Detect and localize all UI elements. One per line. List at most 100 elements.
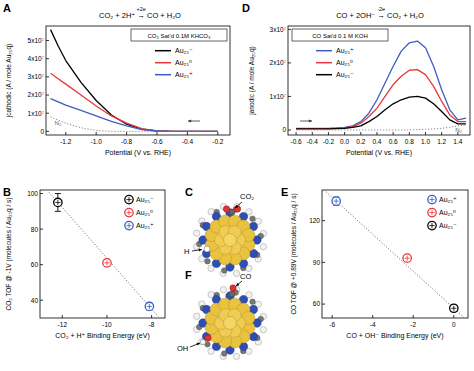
y-tick-label: 2x10⁷ [28, 91, 45, 98]
chart-A: -1.2-1.0-0.8-0.6-0.4-0.201x10⁷2x10⁷3x10⁷… [3, 2, 230, 157]
series-direct-label: N₂ [55, 120, 62, 126]
y-tick [322, 220, 325, 221]
y-tick-label: 2x10⁷ [270, 59, 287, 66]
marker-cross [432, 223, 433, 228]
point [103, 259, 111, 267]
atom-h [200, 339, 205, 344]
atom-o [205, 335, 211, 341]
y-tick [46, 58, 49, 59]
y-tick [288, 129, 291, 130]
marker-cross [432, 210, 433, 215]
marker-cross [57, 200, 58, 205]
x-tick-label: -0.4 [307, 138, 319, 145]
x-tick-label: -4 [370, 321, 376, 328]
legend-label: Au₂₅⁰ [175, 59, 192, 66]
atom-h [233, 353, 239, 359]
x-axis-label: Potential (V vs. RHE) [105, 149, 171, 157]
legend-marker [428, 221, 436, 229]
x-tick [96, 132, 97, 135]
point [145, 302, 153, 310]
marker-ring [428, 221, 436, 229]
atom-c [229, 291, 235, 297]
x-tick [312, 132, 313, 135]
x-tick-label: 0.4 [372, 138, 381, 145]
series-line [296, 125, 466, 130]
marker-ring [54, 198, 62, 206]
x-tick [217, 132, 218, 135]
atom-h [260, 244, 266, 250]
x-tick [62, 315, 63, 318]
arrow-head [188, 119, 191, 122]
annotation: +2e [136, 6, 145, 12]
legend-marker [125, 208, 133, 216]
error-cap [55, 193, 61, 194]
plot-frame [46, 26, 230, 135]
error-stem [149, 303, 150, 310]
x-tick [187, 132, 188, 135]
adsorbate-label: OH [177, 344, 188, 353]
arrow-head [197, 343, 200, 346]
y-tick [322, 304, 325, 305]
arrow-head [309, 119, 312, 122]
y-tick-label: 1x10⁷ [270, 93, 287, 100]
chart-D: -0.6-0.4-0.20.00.20.40.60.81.01.21.401x1… [242, 2, 470, 157]
marker-ring [450, 304, 458, 312]
x-tick-label: -12 [58, 321, 68, 328]
error-bar [55, 194, 61, 212]
panel-letter: A [3, 2, 11, 14]
x-tick [332, 315, 333, 318]
legend-label: Au₂₅⁰ [439, 209, 456, 216]
y-tick-label: 0 [40, 128, 44, 135]
fit-line [49, 192, 158, 316]
y-axis-label: CO TOF @ +0.89V (molecules / Au₂₅q / s) [290, 193, 298, 314]
x-tick [157, 132, 158, 135]
legend-label: Au₂₅⁻ [336, 71, 354, 78]
marker-ring [103, 259, 111, 267]
error-stem [106, 259, 107, 266]
panel-letter: E [281, 186, 288, 198]
legend-label: Au₂₅⁻ [136, 196, 154, 203]
legend-marker [428, 195, 436, 203]
x-tick [376, 132, 377, 135]
adsorbate-label: H [184, 247, 189, 256]
y-tick-label: 3x10⁷ [28, 73, 45, 80]
x-axis-label: CO₂ + H⁺ Binding Energy (eV) [55, 332, 150, 340]
legend-label: Au₂₅⁰ [336, 59, 353, 66]
cluster-F: FCOOH [177, 269, 267, 360]
marker-ring [403, 254, 411, 262]
x-tick-label: 1.4 [453, 138, 462, 145]
y-tick-label: 100 [27, 190, 38, 197]
x-tick [296, 132, 297, 135]
plot-area [296, 41, 466, 130]
series-line [296, 70, 466, 129]
atom-h [220, 286, 226, 292]
arrow-head [199, 248, 202, 251]
y-tick-label: 60 [313, 300, 321, 307]
x-tick-label: -1.0 [91, 138, 103, 145]
legend-label: Au₂₅⁺ [336, 47, 354, 54]
legend-label: Au₂₅⁺ [136, 222, 154, 229]
x-tick [360, 132, 361, 135]
x-tick-label: -0.2 [323, 138, 335, 145]
atom-o [230, 285, 236, 291]
figure: -1.2-1.0-0.8-0.6-0.4-0.201x10⁷2x10⁷3x10⁷… [0, 0, 474, 371]
atom-c [205, 258, 211, 264]
panel-letter: D [242, 2, 250, 14]
x-tick [106, 315, 107, 318]
atom-h [260, 327, 266, 333]
atom-o [223, 206, 229, 212]
legend-label: Au₂₅⁻ [439, 222, 457, 229]
x-tick-label: 0.0 [340, 138, 349, 145]
series-line [51, 99, 218, 132]
legend-label: Au₂₅⁻ [175, 47, 193, 54]
x-tick-label: -0.8 [121, 138, 133, 145]
marker-cross [407, 256, 408, 261]
chart-E: -6-4-206090120CO + OH⁻ Binding Energy (e… [281, 186, 468, 340]
point [332, 197, 340, 205]
atom-au [224, 317, 237, 330]
x-tick-label: 0.2 [356, 138, 365, 145]
y-tick-label: 60 [31, 261, 39, 268]
series-line [51, 73, 218, 131]
y-tick-label: 1x10⁷ [28, 110, 45, 117]
y-tick [46, 131, 49, 132]
